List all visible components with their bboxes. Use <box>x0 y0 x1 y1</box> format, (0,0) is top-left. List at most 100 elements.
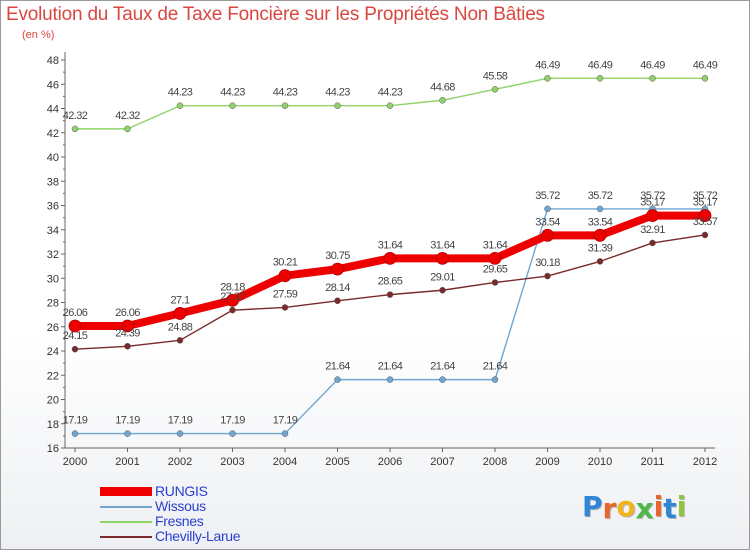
data-label: 33.57 <box>693 216 718 228</box>
data-point <box>278 269 292 283</box>
x-tick-label: 2009 <box>535 456 559 468</box>
data-label: 17.19 <box>220 415 245 427</box>
y-tick-label: 40 <box>47 152 59 164</box>
series-line-rungis <box>71 211 709 331</box>
data-label: 17.19 <box>168 415 193 427</box>
data-point <box>229 306 236 314</box>
logo-letter: x <box>635 492 654 525</box>
x-tick-label: 2000 <box>63 456 87 468</box>
x-tick-label: 2010 <box>588 456 612 468</box>
data-label: 26.06 <box>63 307 88 319</box>
data-label: 28.14 <box>325 282 350 294</box>
data-label: 24.88 <box>168 321 193 333</box>
y-tick-label: 38 <box>47 176 59 188</box>
data-point <box>649 239 656 247</box>
data-label: 44.23 <box>325 87 350 99</box>
data-label: 44.23 <box>220 87 245 99</box>
legend-label: Chevilly-Larue <box>155 528 241 544</box>
chart-title: Evolution du Taux de Taxe Foncière sur l… <box>6 4 545 25</box>
data-label: 30.21 <box>273 257 298 269</box>
data-point <box>226 293 239 307</box>
data-point <box>229 430 236 437</box>
data-point <box>383 251 397 265</box>
data-point <box>281 304 289 311</box>
data-label: 24.15 <box>63 330 88 342</box>
data-label: 27.59 <box>273 288 298 300</box>
y-tick-label: 34 <box>47 225 59 237</box>
data-point <box>124 430 131 437</box>
data-label: 31.64 <box>378 239 403 251</box>
data-point <box>646 209 659 222</box>
data-label: 33.54 <box>588 216 613 228</box>
y-tick-label: 30 <box>47 273 59 285</box>
data-point <box>334 297 341 305</box>
logo-letter: i <box>676 490 687 523</box>
data-point <box>701 231 709 239</box>
data-point <box>176 430 184 437</box>
data-point <box>701 75 709 82</box>
data-point <box>331 262 344 276</box>
data-label: 26.06 <box>115 307 140 319</box>
chart-subtitle: (en %) <box>22 29 55 41</box>
data-point <box>71 125 79 133</box>
y-tick-label: 22 <box>47 370 59 382</box>
legend-swatch <box>100 535 152 538</box>
logo-letter: t <box>663 492 677 525</box>
x-tick-label: 2012 <box>693 456 717 468</box>
data-label: 44.23 <box>273 87 298 99</box>
logo-letter: o <box>616 490 636 523</box>
chart-legend: RUNGIS Wissous Fresnes Chevilly-Larue <box>100 484 241 544</box>
data-label: 27.37 <box>220 291 245 303</box>
legend-swatch <box>100 505 152 508</box>
data-label: 17.19 <box>115 415 140 427</box>
logo-letter: P <box>582 490 603 523</box>
data-label: 29.01 <box>430 271 455 283</box>
data-label: 31.64 <box>483 239 508 251</box>
data-point <box>386 291 394 298</box>
x-tick-label: 2002 <box>168 456 192 468</box>
x-tick-label: 2001 <box>115 456 139 468</box>
data-label: 21.64 <box>378 361 403 373</box>
y-tick-label: 42 <box>47 128 59 140</box>
x-tick-label: 2004 <box>273 456 297 468</box>
data-label: 35.17 <box>640 197 665 209</box>
data-point <box>334 376 341 383</box>
data-label: 21.64 <box>430 361 455 373</box>
data-point <box>544 75 551 82</box>
legend-label: Fresnes <box>155 513 204 529</box>
data-point <box>439 376 446 383</box>
data-point <box>281 430 289 437</box>
data-label: 46.49 <box>588 59 613 71</box>
y-tick-label: 48 <box>47 55 59 67</box>
data-label: 29.65 <box>483 263 508 275</box>
data-label: 46.49 <box>535 59 560 71</box>
data-point <box>386 102 394 109</box>
data-point <box>68 319 82 333</box>
data-point <box>649 75 656 82</box>
legend-item: RUNGIS <box>100 484 240 499</box>
data-label: 28.18 <box>220 281 245 293</box>
data-point <box>229 102 236 109</box>
data-label: 35.72 <box>588 190 613 202</box>
data-label: 24.39 <box>115 327 140 339</box>
y-tick-label: 44 <box>47 104 59 116</box>
data-label: 35.72 <box>535 190 560 202</box>
data-label: 32.91 <box>640 224 665 236</box>
data-label: 27.1 <box>170 294 189 306</box>
data-point <box>491 376 499 383</box>
x-tick-label: 2003 <box>220 456 244 468</box>
legend-label: Wissous <box>155 498 206 514</box>
data-point <box>121 319 134 333</box>
data-point <box>439 287 446 294</box>
data-point <box>439 97 446 104</box>
data-label: 35.72 <box>640 190 665 202</box>
x-tick-label: 2005 <box>325 456 349 468</box>
data-point <box>281 102 289 109</box>
data-point <box>71 345 79 353</box>
data-label: 31.39 <box>588 242 613 254</box>
data-label: 42.32 <box>115 110 140 122</box>
x-tick-label: 2008 <box>483 456 507 468</box>
data-point <box>436 251 449 265</box>
data-point <box>593 228 607 242</box>
